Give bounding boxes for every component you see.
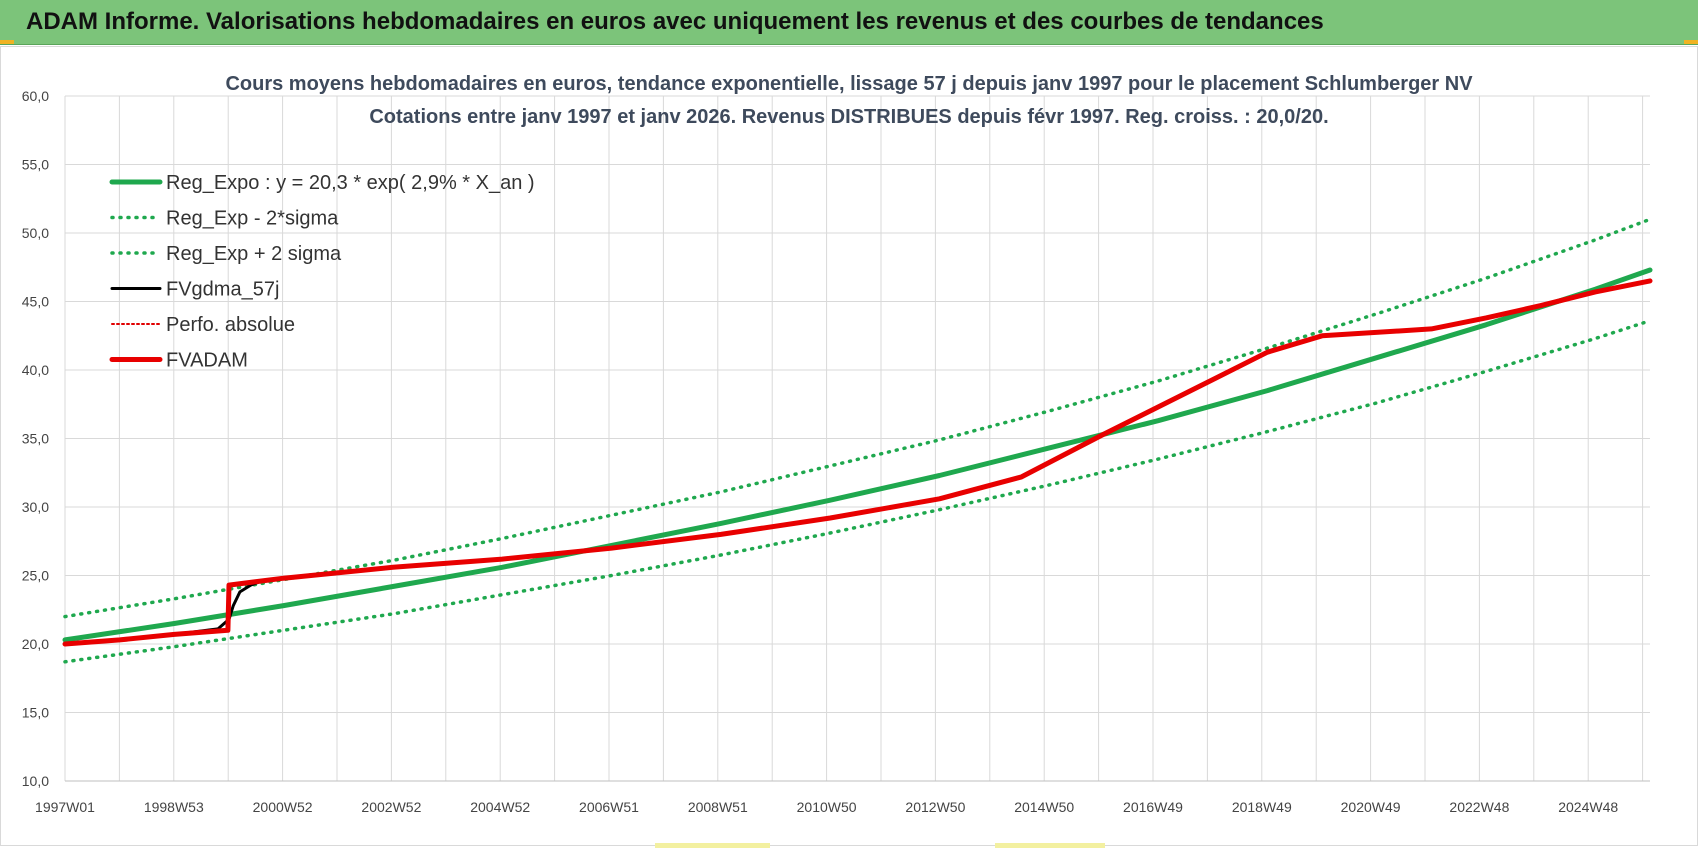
y-tick-label: 25,0 [22,568,49,584]
y-tick-label: 50,0 [22,225,49,241]
grid [64,95,1650,782]
x-tick-label: 2024W48 [1558,799,1618,815]
y-axis: 60,0 55,0 50,0 45,0 40,0 35,0 30,0 25,0 20,0 15,0… [22,88,49,789]
y-tick-label: 30,0 [22,499,49,515]
x-axis: 1997W01 1998W53 2000W52 2002W52 2004W52 2006W… [35,799,1618,815]
series-line [62,267,1653,643]
report-title: ADAM Informe. Valorisations hebdomadaire… [26,8,1324,35]
x-tick-label: 2002W52 [361,799,421,815]
y-tick-label: 60,0 [22,88,49,104]
x-tick-label: 2018W49 [1232,799,1292,815]
scroll-strip [995,843,1105,848]
x-tick-label: 2004W52 [470,799,530,815]
y-tick-label: 10,0 [22,773,49,789]
x-tick-label: 1998W53 [144,799,204,815]
y-tick-label: 40,0 [22,362,49,378]
legend-label: Reg_Expo : y = 20,3 * exp( 2,9% * X_an ) [166,172,535,194]
corner-mark [0,40,14,44]
corner-mark [1684,40,1698,44]
chart-title: Cours moyens hebdomadaires en euros, ten… [225,73,1473,95]
series [62,217,1653,664]
legend-label: FVADAM [166,350,248,372]
y-tick-label: 15,0 [22,705,49,721]
x-tick-label: 2006W51 [579,799,639,815]
legend-label: Reg_Exp - 2*sigma [166,208,339,230]
legend-label: Perfo. absolue [166,314,295,336]
chart-subtitle: Cotations entre janv 1997 et janv 2026. … [369,106,1328,128]
y-tick-label: 55,0 [22,157,49,173]
series-line [64,279,1651,645]
y-tick-label: 45,0 [22,294,49,310]
x-tick-label: 2010W50 [797,799,857,815]
legend: Reg_Expo : y = 20,3 * exp( 2,9% * X_an )… [109,172,535,372]
series-line [63,318,1652,664]
legend-label: FVgdma_57j [166,279,279,301]
x-tick-label: 2016W49 [1123,799,1183,815]
x-tick-label: 2020W49 [1341,799,1401,815]
y-tick-label: 20,0 [22,636,49,652]
x-tick-label: 2008W51 [688,799,748,815]
legend-label: Reg_Exp + 2 sigma [166,243,342,265]
x-tick-label: 2022W48 [1449,799,1509,815]
y-tick-label: 35,0 [22,431,49,447]
x-tick-label: 1997W01 [35,799,95,815]
x-tick-label: 2014W50 [1014,799,1074,815]
header-banner: ADAM Informe. Valorisations hebdomadaire… [0,0,1698,45]
x-tick-label: 2000W52 [253,799,313,815]
x-tick-label: 2012W50 [905,799,965,815]
series-line [62,278,1653,647]
scroll-strip [655,843,770,848]
series-line [63,279,1652,646]
series-line [63,217,1652,619]
